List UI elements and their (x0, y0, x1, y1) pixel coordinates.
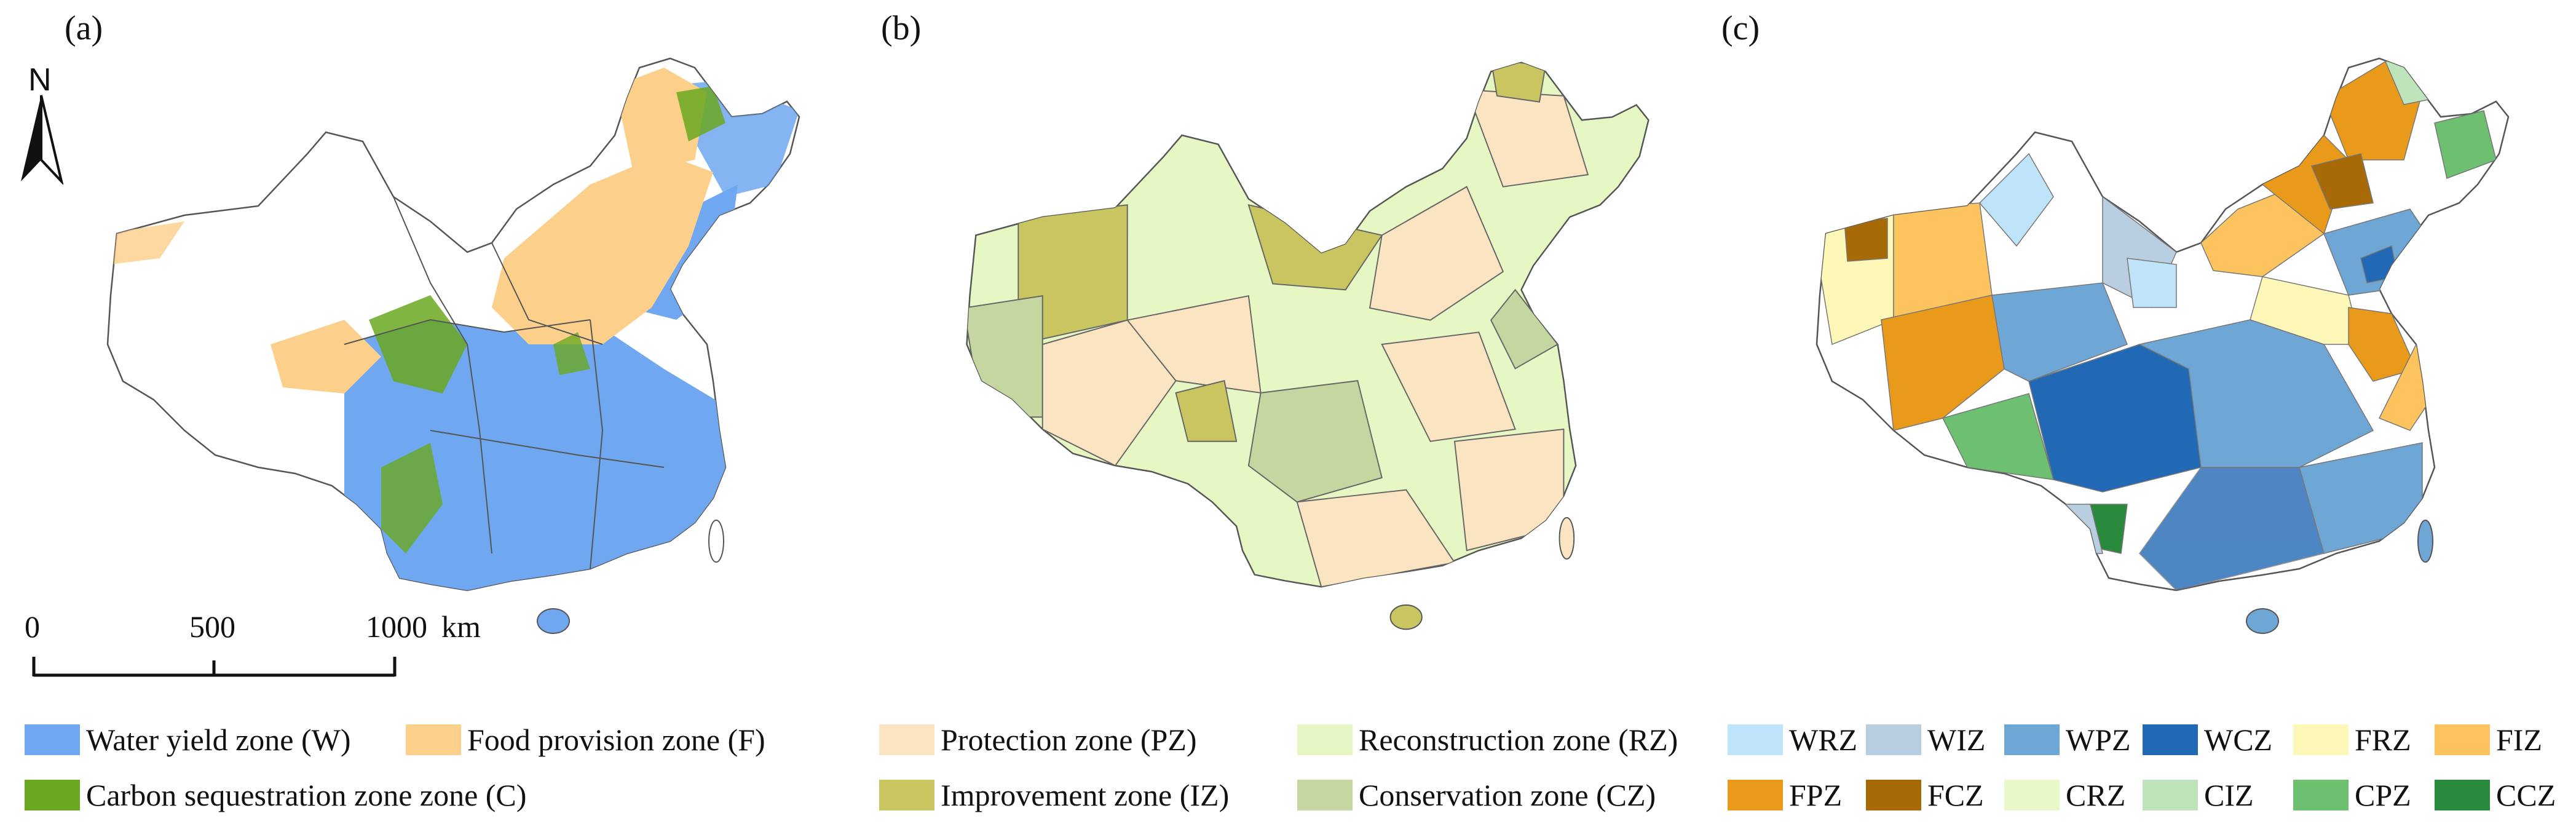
legend-swatch-fiz (2435, 724, 2490, 755)
scale-bar-line (32, 657, 397, 677)
legend-label: WIZ (1927, 723, 1986, 757)
scale-tick-500: 500 (189, 609, 235, 644)
north-letter: N (28, 62, 52, 98)
legend-c-item-fcz: FCZ (1866, 778, 1984, 812)
legend-a-item-carbon: Carbon sequestration zone zone (C) (25, 778, 526, 812)
legend-swatch-ccz (2435, 780, 2490, 810)
legend-swatch-water (25, 724, 80, 755)
legend-c-item-ccz: CCZ (2435, 778, 2556, 812)
map-c (1815, 57, 2510, 634)
legend-label: Carbon sequestration zone zone (C) (86, 778, 527, 812)
legend-c-item-wpz: WPZ (2004, 723, 2131, 757)
legend-swatch-cz (1297, 780, 1353, 810)
panel-label-a: (a) (65, 9, 103, 47)
legend-label: Improvement zone (IZ) (941, 778, 1230, 812)
legend-a-item-water: Water yield zone (W) (25, 723, 350, 757)
legend-swatch-rz (1297, 724, 1353, 755)
scale-tick-1000: 1000 (366, 609, 427, 644)
legend-c-item-crz: CRZ (2004, 778, 2125, 812)
panel-label-b: (b) (881, 9, 922, 47)
legend-label: Reconstruction zone (RZ) (1359, 723, 1678, 757)
legend-label: WRZ (1789, 723, 1858, 757)
legend-c-item-ciz: CIZ (2143, 778, 2254, 812)
legend-c-item-fiz: FIZ (2435, 723, 2542, 757)
map-b (966, 61, 1650, 630)
legend-swatch-wiz (1866, 724, 1921, 755)
legend-label: CRZ (2066, 778, 2126, 812)
scale-bar: 0 500 1000 km (25, 609, 481, 689)
legend-label: FRZ (2355, 723, 2411, 757)
legend-c-item-cpz: CPZ (2293, 778, 2411, 812)
legend-swatch-frz (2293, 724, 2349, 755)
legend-swatch-wpz (2004, 724, 2060, 755)
legend-c-item-wrz: WRZ (1728, 723, 1857, 757)
legend-swatch-fcz (1866, 780, 1921, 810)
north-arrow: N (14, 61, 69, 184)
legend-b-item-rz: Reconstruction zone (RZ) (1297, 723, 1678, 757)
legend-label: Water yield zone (W) (86, 723, 351, 757)
legend-swatch-wcz (2143, 724, 2198, 755)
legend-label: FCZ (1927, 778, 1984, 812)
legend-c-item-wiz: WIZ (1866, 723, 1985, 757)
legend-c-item-fpz: FPZ (1728, 778, 1842, 812)
panel-label-c: (c) (1721, 9, 1760, 47)
legend-label: WPZ (2066, 723, 2131, 757)
legend-label: Food provision zone (F) (467, 723, 765, 757)
legend-label: FIZ (2496, 723, 2542, 757)
legend-label: FPZ (1789, 778, 1843, 812)
legend-swatch-pz (879, 724, 934, 755)
legend-c-item-wcz: WCZ (2143, 723, 2272, 757)
legend-b-item-pz: Protection zone (PZ) (879, 723, 1197, 757)
legend-swatch-ciz (2143, 780, 2198, 810)
legend-swatch-iz (879, 780, 934, 810)
map-a (106, 57, 800, 634)
legend-swatch-food (406, 724, 461, 755)
legend-label: CPZ (2355, 778, 2411, 812)
legend-c-item-frz: FRZ (2293, 723, 2411, 757)
legend-swatch-wrz (1728, 724, 1783, 755)
legend-swatch-cpz (2293, 780, 2349, 810)
legend-a-item-food: Food provision zone (F) (406, 723, 765, 757)
scale-tick-0: 0 (25, 609, 40, 644)
legend-label: Conservation zone (CZ) (1359, 778, 1656, 812)
legend-label: WCZ (2204, 723, 2273, 757)
legend-label: CCZ (2496, 778, 2556, 812)
legend-b-item-iz: Improvement zone (IZ) (879, 778, 1229, 812)
legend-swatch-fpz (1728, 780, 1783, 810)
legend-label: CIZ (2204, 778, 2254, 812)
legend-label: Protection zone (PZ) (941, 723, 1197, 757)
north-arrow-icon (21, 95, 64, 184)
legend-swatch-crz (2004, 780, 2060, 810)
legend-swatch-carbon (25, 780, 80, 810)
scale-unit: km (441, 609, 481, 644)
legend-b-item-cz: Conservation zone (CZ) (1297, 778, 1656, 812)
